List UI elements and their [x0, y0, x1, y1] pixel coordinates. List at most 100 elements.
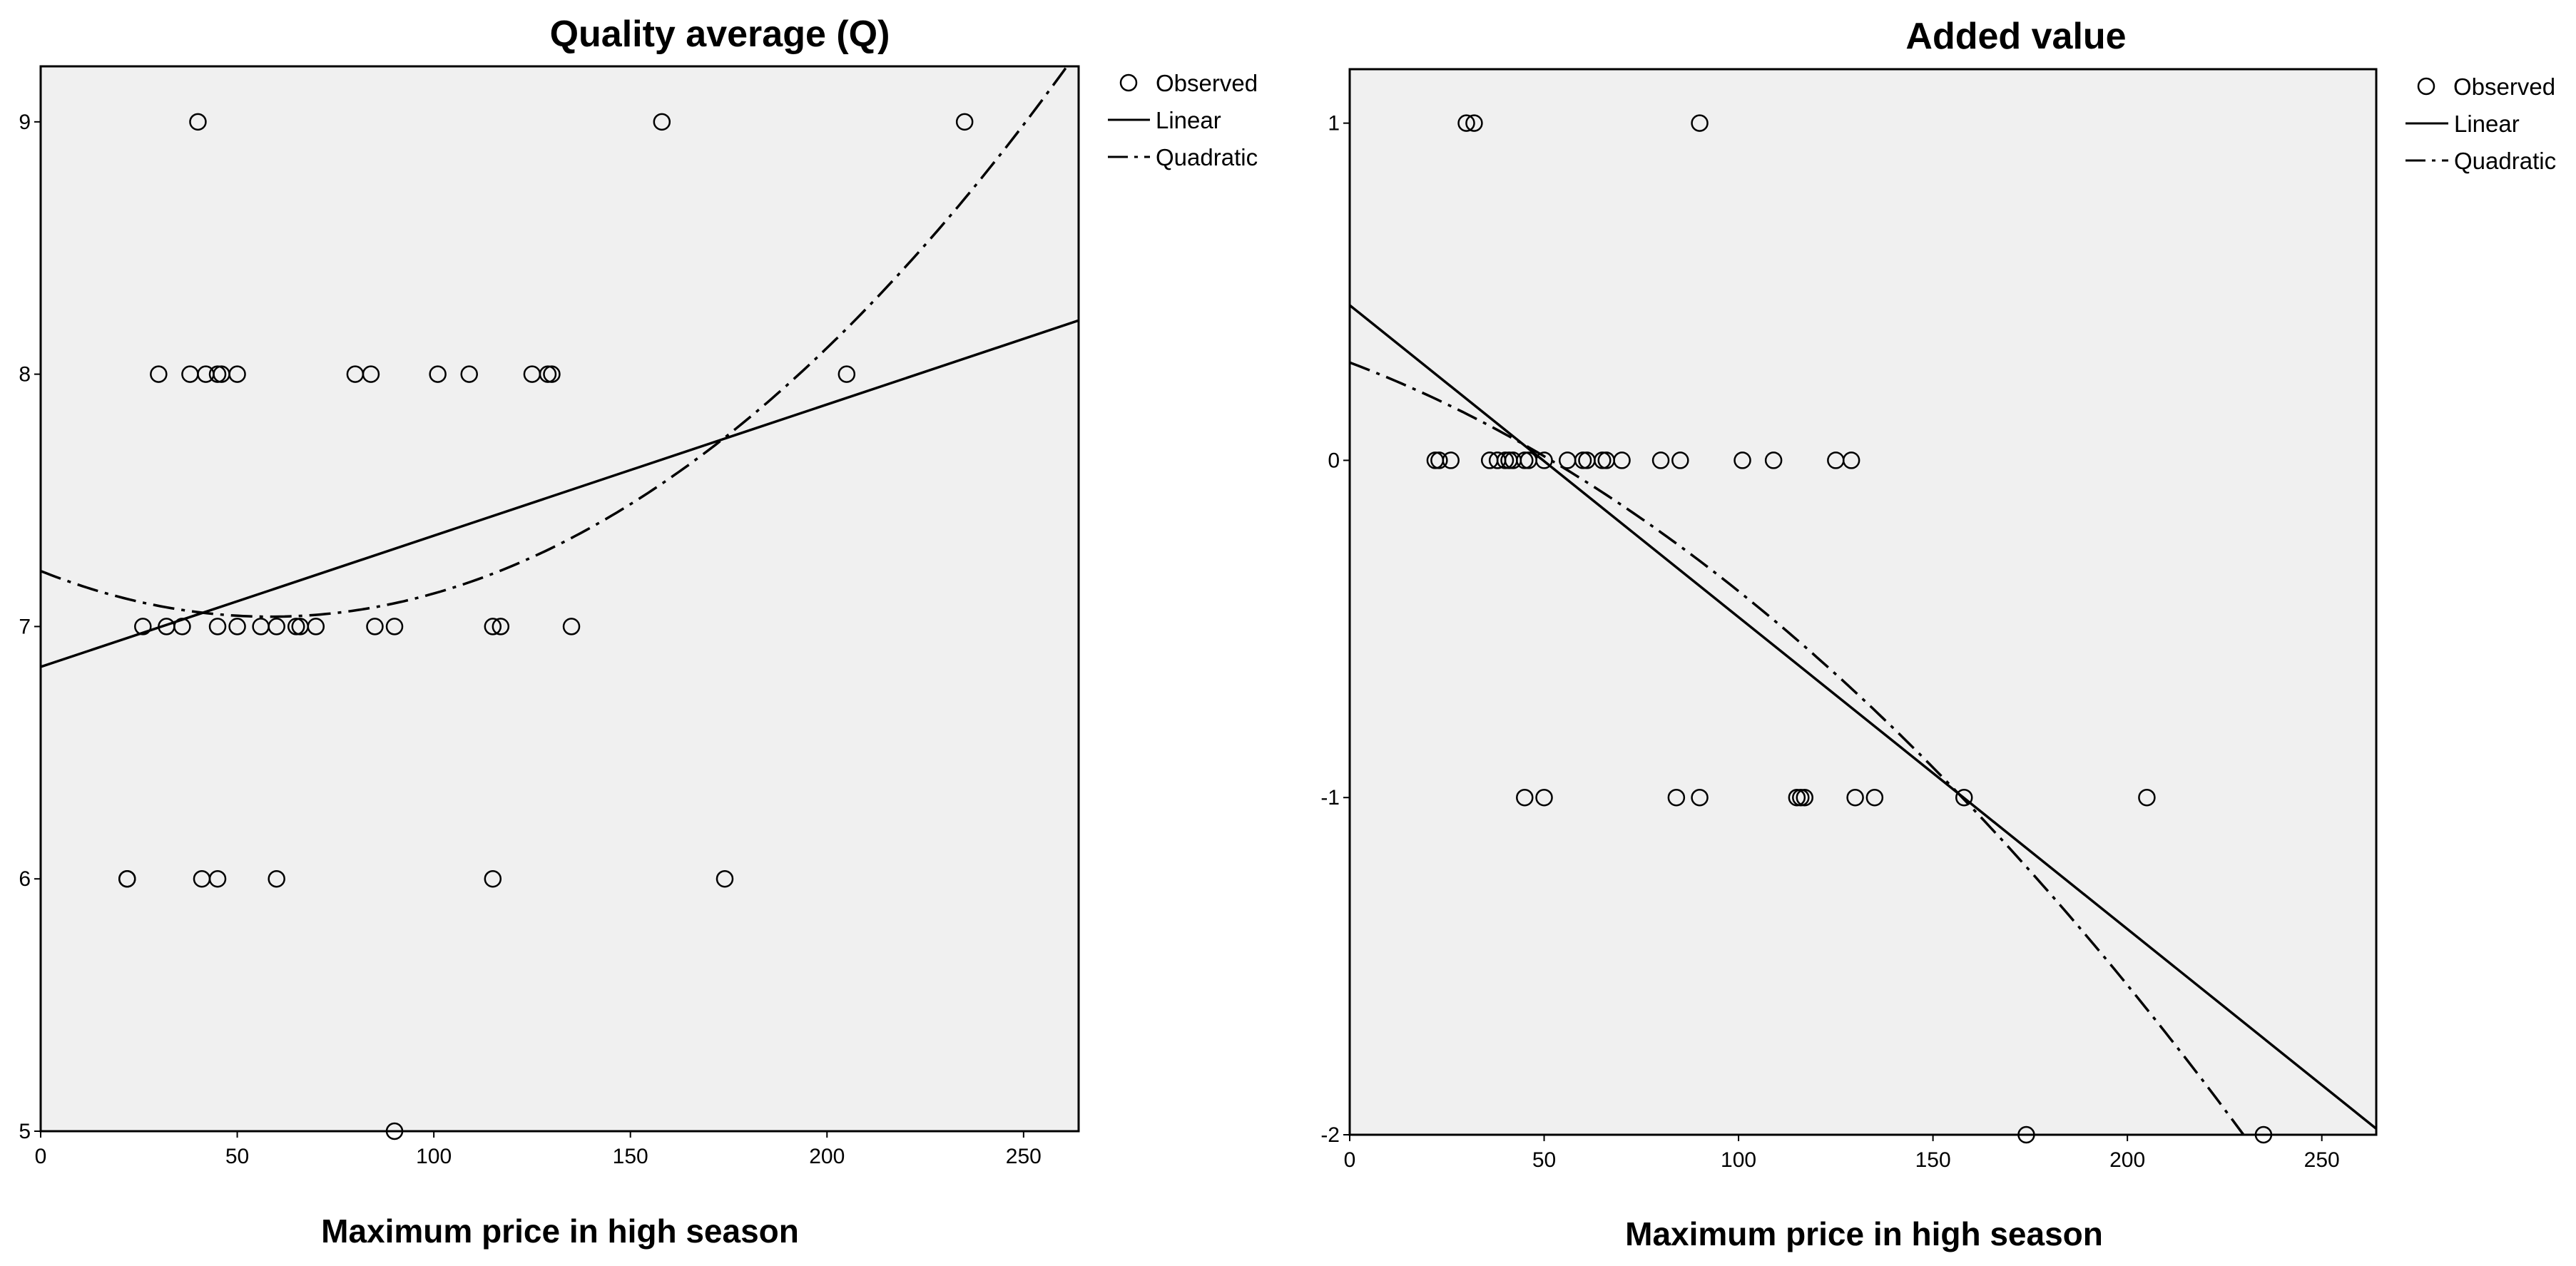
- observed-point: [484, 618, 502, 635]
- observed-point: [1792, 788, 1810, 807]
- legend-quadratic-label: Quadratic: [2454, 148, 2556, 174]
- observed-point: [1535, 451, 1553, 469]
- observed-point: [268, 869, 285, 888]
- observed-point: [1516, 788, 1534, 807]
- observed-point: [1594, 451, 1612, 469]
- x-tick-label: 100: [416, 1145, 452, 1168]
- legend-observed-label: Observed: [2453, 73, 2555, 100]
- legend-observed-marker: [1119, 73, 1138, 92]
- observed-point: [208, 618, 227, 635]
- observed-point: [307, 618, 325, 635]
- observed-point: [1865, 788, 1884, 807]
- observed-point: [2017, 1125, 2035, 1144]
- observed-points-quality: [118, 113, 974, 1140]
- x-tick-label: 150: [613, 1145, 648, 1168]
- observed-point: [1691, 114, 1709, 132]
- observed-point: [1430, 451, 1448, 469]
- observed-point: [484, 869, 502, 888]
- observed-point: [653, 113, 671, 131]
- observed-point: [287, 618, 305, 635]
- y-tick-label: 6: [19, 867, 31, 891]
- observed-point: [543, 365, 561, 383]
- observed-point: [838, 365, 856, 383]
- y-tick-label: 1: [1328, 112, 1340, 136]
- x-tick-label: 50: [1532, 1148, 1556, 1172]
- observed-point: [1613, 451, 1631, 469]
- observed-point: [150, 365, 168, 383]
- observed-point: [539, 365, 557, 383]
- x-tick-label: 0: [35, 1145, 47, 1168]
- legend-added-value: Observed Linear Quadratic: [2406, 73, 2556, 174]
- observed-point: [1796, 788, 1813, 807]
- observed-point: [189, 113, 207, 131]
- legend-linear-label: Linear: [2454, 111, 2520, 137]
- observed-point: [1788, 788, 1806, 807]
- chart-title-quality: Quality average (Q): [550, 14, 890, 55]
- x-tick-label: 50: [225, 1145, 249, 1168]
- y-tick-label: 0: [1328, 449, 1340, 472]
- x-axis-label-quality: Maximum price in high season: [321, 1213, 799, 1250]
- observed-point: [1457, 114, 1475, 132]
- observed-point: [228, 365, 246, 383]
- observed-point: [492, 618, 510, 635]
- observed-point: [362, 365, 380, 383]
- observed-point: [1667, 788, 1686, 807]
- observed-point: [1496, 451, 1514, 469]
- observed-point: [1734, 451, 1751, 469]
- x-tick-label: 250: [2304, 1148, 2340, 1172]
- fit-lines-quality: [41, 66, 1079, 668]
- axes-added-value: 0 50 100 150 200 250 -2 -1 0 1: [1320, 112, 2339, 1172]
- observed-point: [1764, 451, 1783, 469]
- observed-point: [1846, 788, 1864, 807]
- plot-area-added-value: [1348, 68, 2378, 1136]
- observed-point: [385, 618, 404, 635]
- observed-point: [1465, 114, 1483, 132]
- observed-point: [955, 113, 974, 131]
- chart-panel-added-value: Added value Maximum price in high season…: [1320, 16, 2556, 1252]
- observed-point: [118, 869, 136, 888]
- x-tick-label: 150: [1915, 1148, 1951, 1172]
- x-axis-label-added-value: Maximum price in high season: [1625, 1215, 2103, 1252]
- observed-point: [460, 365, 478, 383]
- observed-point: [1651, 451, 1670, 469]
- linear-fit-line: [41, 319, 1079, 668]
- y-tick-label: 8: [19, 363, 31, 387]
- y-tick-label: 9: [19, 111, 31, 134]
- x-tick-label: 0: [1344, 1148, 1356, 1172]
- x-tick-label: 250: [1006, 1145, 1042, 1168]
- observed-point: [134, 618, 152, 635]
- chart-panel-quality: Quality average (Q) Maximum price in hig…: [19, 14, 1258, 1250]
- observed-point: [429, 365, 447, 383]
- y-tick-label: 7: [19, 615, 31, 638]
- observed-point: [1574, 451, 1592, 469]
- observed-point: [1442, 451, 1460, 469]
- y-tick-label: -2: [1320, 1123, 1340, 1147]
- x-tick-label: 100: [1721, 1148, 1756, 1172]
- quadratic-fit-curve: [41, 66, 1069, 618]
- observed-point: [228, 618, 246, 635]
- observed-point: [716, 869, 734, 888]
- x-tick-label: 200: [809, 1145, 845, 1168]
- observed-point: [385, 1122, 404, 1140]
- observed-point: [562, 618, 581, 635]
- legend-quality: Observed Linear Quadratic: [1108, 70, 1258, 170]
- legend-observed-label: Observed: [1156, 70, 1258, 96]
- legend-quadratic-label: Quadratic: [1156, 144, 1258, 170]
- observed-point: [208, 869, 227, 888]
- x-tick-label: 200: [2109, 1148, 2145, 1172]
- quadratic-fit-curve: [1350, 361, 2246, 1135]
- observed-point: [2138, 788, 2156, 807]
- observed-point: [1955, 788, 1973, 807]
- observed-point: [1691, 788, 1709, 807]
- plot-area-quality: [39, 65, 1080, 1133]
- y-tick-label: 5: [19, 1120, 31, 1143]
- observed-point: [208, 365, 227, 383]
- observed-point: [173, 618, 191, 635]
- chart-title-added-value: Added value: [1905, 16, 2126, 57]
- observed-point: [2254, 1125, 2273, 1144]
- y-tick-label: -1: [1320, 786, 1340, 810]
- axes-quality: 0 50 100 150 200 250 5 6 7 8 9: [19, 111, 1042, 1168]
- fit-lines-added-value: [1350, 304, 2376, 1135]
- observed-point: [268, 618, 285, 635]
